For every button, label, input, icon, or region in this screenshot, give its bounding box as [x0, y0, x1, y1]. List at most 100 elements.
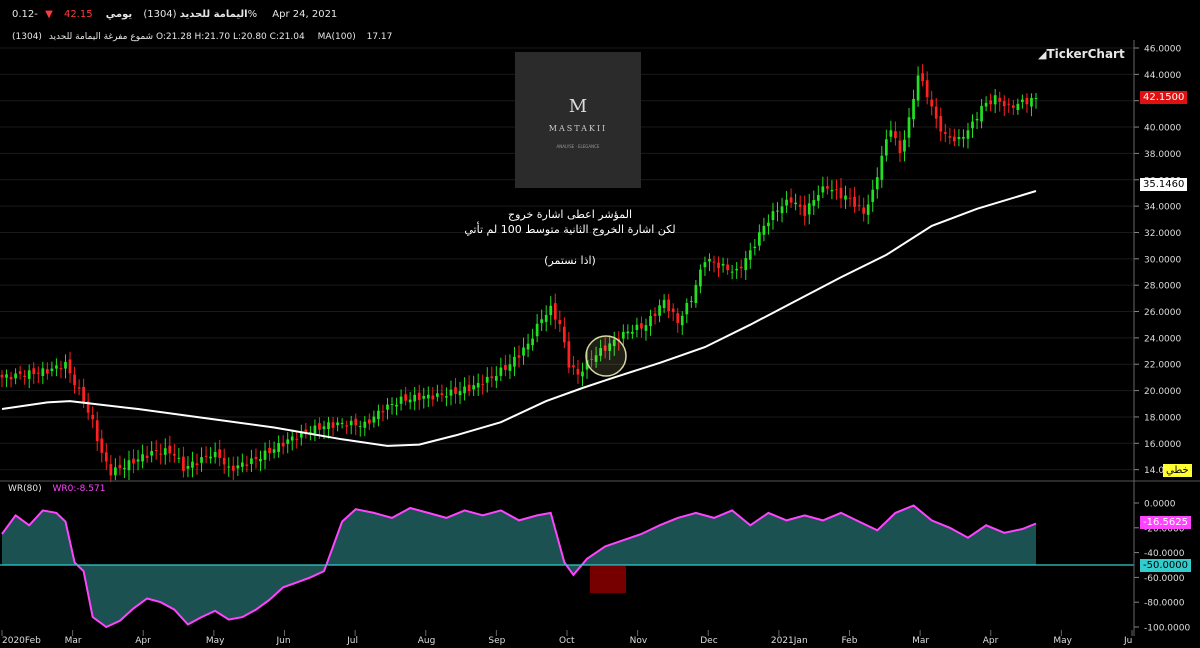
- symbol-code: (1304): [143, 9, 177, 20]
- candle-body: [903, 139, 906, 152]
- candle-body: [36, 372, 40, 374]
- last-price-tag: 42.1500: [1140, 91, 1188, 104]
- price-tick-label: 22.0000: [1144, 361, 1181, 371]
- logo-small-text: ANALYSE · ELEGANCE: [556, 144, 600, 149]
- candle-body: [182, 456, 185, 471]
- candle-body: [925, 80, 929, 98]
- candle-body: [449, 389, 453, 396]
- time-tick-label: Nov: [630, 636, 648, 646]
- candle-body: [1021, 99, 1024, 102]
- wr-tick-label: 0.0000: [1144, 500, 1176, 510]
- candle-body: [517, 355, 521, 358]
- time-tick-label: 2020Feb: [2, 636, 41, 646]
- candle-body: [916, 75, 920, 101]
- candle-body: [912, 98, 915, 120]
- candle-body: [744, 258, 748, 271]
- candle-body: [649, 316, 652, 327]
- candle-body: [567, 341, 571, 368]
- candle-body: [18, 371, 22, 375]
- candle-body: [481, 384, 485, 386]
- logo-name: MASTAKII: [548, 124, 608, 133]
- candle-body: [281, 442, 285, 447]
- candle-body: [91, 414, 95, 420]
- candle-body: [680, 315, 684, 326]
- candle-body: [875, 177, 879, 190]
- candle-body: [59, 368, 63, 370]
- tickerchart-brand: ◢TickerChart: [1038, 47, 1125, 61]
- candle-body: [349, 420, 353, 426]
- candle-body: [463, 386, 466, 394]
- candle-body: [41, 368, 45, 376]
- candle-body: [50, 368, 54, 372]
- wr-line: [1, 504, 1037, 629]
- candle-body: [984, 102, 988, 107]
- period-label: يومي: [105, 9, 133, 20]
- candle-body: [640, 323, 643, 329]
- candle-body: [585, 360, 589, 370]
- time-tick-label: Mar: [65, 636, 82, 646]
- candle-body: [699, 269, 702, 287]
- candle-body: [621, 331, 625, 339]
- candle-body: [268, 447, 271, 454]
- bar-date: Apr 24, 2021: [272, 9, 338, 20]
- header-top-line: اليمامة للحديد (1304) يومي 42.15 ▼ -0.12…: [8, 9, 337, 20]
- wr-tick-label: -60.0000: [1144, 574, 1185, 584]
- candle-body: [599, 348, 602, 356]
- candle-body: [703, 262, 707, 268]
- line-tool-button[interactable]: خطي: [1163, 464, 1192, 477]
- candle-body: [535, 323, 539, 337]
- candle-body: [826, 186, 829, 189]
- ma-price-tag: 35.1460: [1140, 178, 1188, 191]
- candle-body: [336, 422, 339, 426]
- header-sub-line: شموع مفرغة اليمامة للحديد (1304) O:21.28…: [8, 32, 392, 42]
- candle-body: [245, 464, 249, 466]
- candle-body: [145, 455, 149, 458]
- candle-body: [735, 268, 739, 271]
- candle-body: [612, 339, 616, 347]
- watermark-logo: M MASTAKII ANALYSE · ELEGANCE: [515, 52, 641, 188]
- candle-body: [844, 195, 847, 200]
- candle-body: [136, 459, 140, 462]
- candle-body: [785, 199, 788, 206]
- annotation-line-1: المؤشر اعطى اشارة خروج: [507, 208, 633, 221]
- subtitle-type: شموع مفرغة: [103, 32, 154, 42]
- candle-body: [204, 455, 208, 457]
- candle-body: [454, 387, 457, 394]
- candle-body: [907, 117, 911, 138]
- candle-body: [476, 383, 480, 388]
- candle-body: [431, 395, 435, 400]
- candle-body: [975, 119, 979, 121]
- candle-body: [118, 464, 122, 469]
- candle-body: [472, 385, 476, 390]
- candle-body: [277, 443, 281, 452]
- candle-body: [150, 450, 154, 456]
- candle-body: [408, 399, 412, 403]
- candle-body: [789, 197, 793, 203]
- candle-body: [163, 448, 167, 455]
- candle-body: [32, 368, 36, 375]
- candle-body: [227, 466, 231, 468]
- candle-body: [218, 449, 222, 458]
- candle-body: [327, 422, 330, 429]
- candle-body: [631, 331, 634, 334]
- symbol-name: اليمامة للحديد: [179, 9, 248, 20]
- candle-body: [839, 187, 843, 199]
- wr-panel-title: WR(80) WR0:-8.571: [8, 484, 105, 494]
- candle-body: [771, 211, 775, 221]
- candle-body: [667, 299, 671, 312]
- candle-body: [776, 210, 779, 212]
- logo-letter: M: [568, 96, 588, 117]
- wr-last-tag: -16.5625: [1140, 516, 1191, 529]
- candle-body: [195, 463, 199, 466]
- candle-body: [948, 136, 952, 138]
- candle-body: [748, 250, 752, 260]
- candle-body: [177, 457, 181, 459]
- time-tick-label: Mar: [912, 636, 929, 646]
- price-tick-label: 32.0000: [1144, 229, 1181, 239]
- candle-body: [127, 460, 131, 471]
- time-tick-label: Feb: [842, 636, 858, 646]
- candle-body: [485, 376, 489, 383]
- candle-body: [240, 462, 244, 467]
- candle-body: [331, 422, 335, 428]
- candle-body: [594, 355, 598, 362]
